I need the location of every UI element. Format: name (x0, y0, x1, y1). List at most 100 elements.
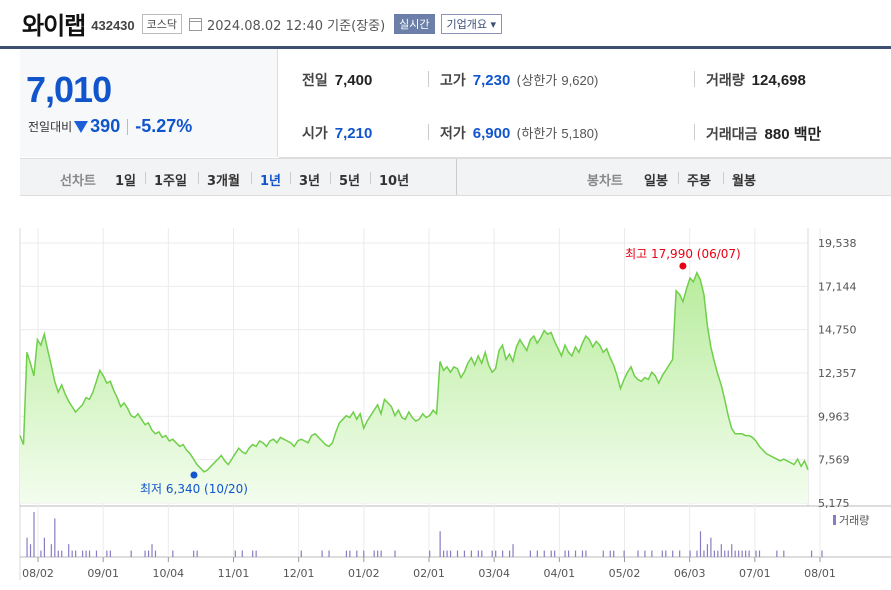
period-3m[interactable]: 3개월 (207, 174, 240, 189)
volume-bar (477, 550, 479, 557)
volume-bar (783, 550, 785, 557)
period-5y[interactable]: 5년 (339, 174, 361, 189)
change-divider (127, 118, 129, 135)
x-tick-label: 06/03 (674, 567, 706, 580)
change-label: 전일대비 (28, 120, 73, 134)
volume-bar (50, 544, 52, 557)
volume-bar (731, 544, 733, 557)
price-line (19, 270, 809, 473)
x-tick-label: 05/02 (609, 567, 641, 580)
x-tick-label: 10/04 (152, 567, 184, 580)
volume-bar (689, 550, 691, 557)
max-point-marker (679, 262, 687, 270)
candle-daily[interactable]: 일봉 (644, 174, 668, 189)
volume-bar (679, 550, 681, 557)
volume-legend-swatch (833, 515, 836, 525)
x-tick-label: 11/01 (218, 567, 250, 580)
y-tick-label: 19,538 (818, 237, 857, 250)
stat-volume: 거래량 124,698 (706, 72, 806, 89)
period-1y[interactable]: 1년 (260, 174, 282, 189)
calendar-icon (189, 18, 203, 31)
price-chart[interactable]: 19,538 17,144 14,750 12,357 9,963 7,569 5,175 … (0, 228, 891, 590)
y-tick-label: 12,357 (818, 367, 857, 380)
volume-bar (738, 550, 740, 557)
volume-bar (154, 550, 157, 557)
volume-bar (724, 550, 726, 557)
x-tick-label: 04/01 (543, 567, 575, 580)
volume-bar (585, 550, 587, 557)
volume-bar (345, 550, 348, 557)
volume-bar (661, 550, 663, 557)
down-arrow-icon (74, 120, 89, 133)
volume-bar (554, 550, 556, 557)
volume-bar (449, 550, 452, 557)
volume-bar (394, 550, 396, 557)
volume-bar (172, 550, 174, 557)
timestamp: 2024.08.02 12:40 기준(장중) (207, 19, 386, 34)
volume-bar (502, 550, 504, 557)
volume-bar (543, 550, 545, 557)
x-tick-label: 08/02 (22, 567, 54, 580)
candle-weekly[interactable]: 주봉 (687, 174, 711, 189)
period-10y[interactable]: 10년 (379, 174, 410, 189)
period-1d[interactable]: 1일 (115, 174, 137, 189)
volume-bar (456, 550, 459, 557)
y-tick-label: 14,750 (818, 324, 857, 337)
stock-code: 432430 (91, 17, 135, 33)
chart-toolbar: 선차트 1일 1주일 3개월 1년 3년 5년 10년 봉차트 일봉 주봉 월봉 (20, 158, 891, 196)
stats-bottom-divider (279, 157, 891, 158)
x-tick-label: 03/04 (478, 567, 510, 580)
volume-bar (328, 550, 330, 557)
volume-bar (234, 550, 236, 557)
volume-bar (40, 550, 42, 557)
realtime-button[interactable]: 실시간 (394, 14, 435, 34)
volume-bar (68, 544, 70, 557)
price-area (20, 272, 808, 503)
period-1w[interactable]: 1주일 (154, 174, 187, 189)
volume-bar (574, 550, 577, 557)
current-price: 7,010 (26, 69, 112, 110)
volume-bar (300, 550, 302, 557)
stat-divider (428, 71, 429, 87)
volume-bar (377, 550, 379, 557)
volume-bar (439, 531, 441, 557)
volume-bar (720, 544, 722, 557)
y-tick-label: 9,963 (818, 410, 850, 423)
volume-bar (491, 550, 493, 557)
volume-bar (151, 544, 153, 557)
volume-bar (196, 550, 198, 557)
volume-bar (81, 550, 84, 557)
volume-bar (363, 550, 365, 557)
volume-bar (699, 531, 702, 557)
volume-bar (95, 550, 98, 557)
volume-bar (602, 550, 604, 557)
volume-bar (727, 550, 729, 557)
volume-bar (755, 550, 757, 557)
volume-bar (26, 537, 28, 557)
volume-bar (776, 550, 778, 557)
min-point-marker (190, 471, 198, 479)
volume-bar (529, 550, 531, 557)
volume-bar (741, 550, 743, 557)
volume-bar (717, 550, 719, 557)
volume-bar (144, 550, 146, 557)
volume-bar (443, 550, 445, 557)
volume-bar (745, 550, 747, 557)
period-3y[interactable]: 3년 (299, 174, 321, 189)
volume-bar (644, 550, 646, 557)
volume-bar (703, 550, 705, 557)
candle-monthly[interactable]: 월봉 (732, 174, 756, 189)
volume-bar (564, 550, 566, 557)
volume-bar (61, 550, 63, 557)
stat-prev-close: 전일 7,400 (302, 72, 373, 89)
volume-bar (713, 550, 715, 557)
line-chart-label: 선차트 (60, 174, 96, 189)
volume-bar (193, 550, 195, 557)
volume-bar (567, 550, 570, 557)
volume-bar (550, 550, 552, 557)
x-tick-label: 07/01 (739, 567, 771, 580)
company-overview-button[interactable]: 기업개요 ▾ (440, 14, 503, 34)
volume-bar (609, 550, 611, 557)
volume-bar (373, 550, 375, 557)
volume-bar (147, 550, 150, 557)
